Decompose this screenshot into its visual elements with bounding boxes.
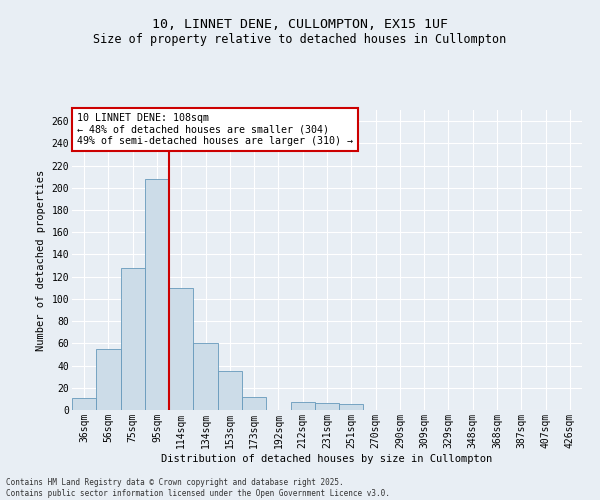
Bar (290, 402, 315, 410)
X-axis label: Distribution of detached houses by size in Cullompton: Distribution of detached houses by size … (161, 454, 493, 464)
Bar (315, 404, 339, 410)
Text: Size of property relative to detached houses in Cullompton: Size of property relative to detached ho… (94, 32, 506, 46)
Text: 10 LINNET DENE: 108sqm
← 48% of detached houses are smaller (304)
49% of semi-de: 10 LINNET DENE: 108sqm ← 48% of detached… (77, 113, 353, 146)
Bar (96, 349, 121, 410)
Bar (121, 268, 145, 410)
Bar (218, 371, 242, 410)
Text: 10, LINNET DENE, CULLOMPTON, EX15 1UF: 10, LINNET DENE, CULLOMPTON, EX15 1UF (152, 18, 448, 30)
Bar (145, 179, 169, 410)
Text: Contains HM Land Registry data © Crown copyright and database right 2025.
Contai: Contains HM Land Registry data © Crown c… (6, 478, 390, 498)
Y-axis label: Number of detached properties: Number of detached properties (36, 170, 46, 350)
Bar (72, 398, 96, 410)
Bar (242, 396, 266, 410)
Bar (193, 344, 218, 410)
Bar (169, 288, 193, 410)
Bar (339, 404, 364, 410)
